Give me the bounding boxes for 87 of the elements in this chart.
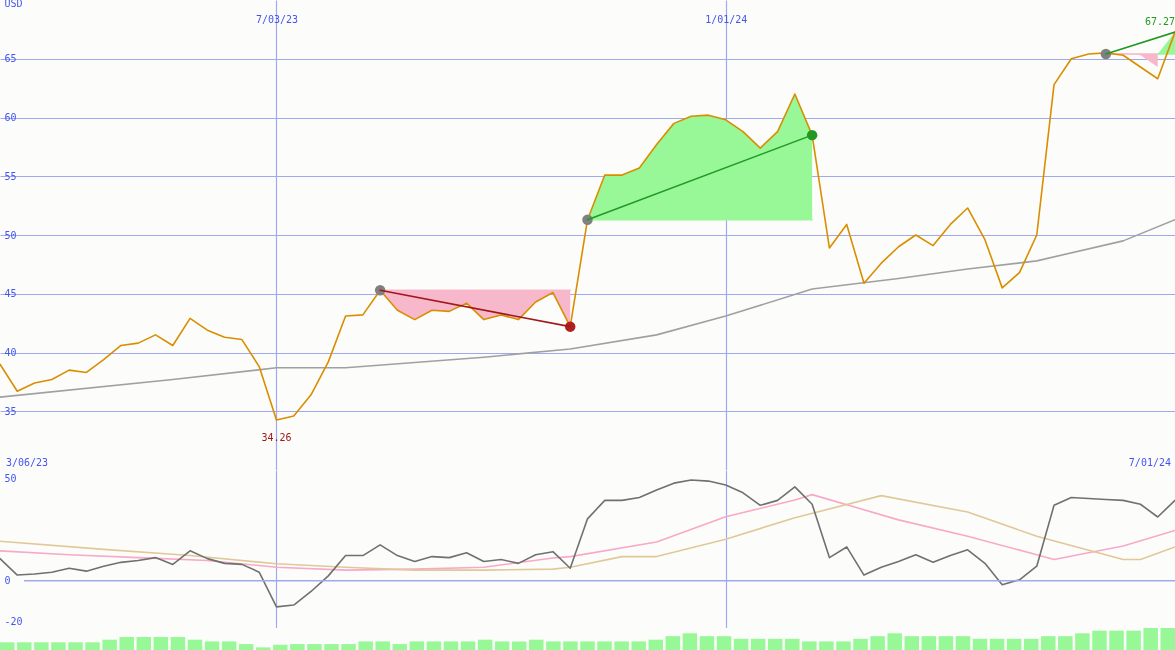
bar bbox=[494, 641, 510, 650]
bar bbox=[51, 642, 66, 650]
annotation: 7/01/24 bbox=[1128, 457, 1171, 468]
bar bbox=[921, 636, 937, 650]
bar bbox=[221, 641, 237, 650]
bar bbox=[1006, 638, 1022, 650]
bar bbox=[204, 641, 220, 650]
bar bbox=[1160, 628, 1175, 650]
bar bbox=[955, 636, 971, 650]
bar bbox=[750, 638, 766, 650]
bar bbox=[409, 641, 425, 650]
bar bbox=[785, 638, 800, 650]
bar bbox=[1075, 633, 1090, 650]
bar bbox=[580, 641, 595, 650]
x-tick-label: 1/01/24 bbox=[705, 13, 748, 25]
bar bbox=[819, 641, 834, 650]
bar bbox=[1092, 630, 1107, 650]
y-tick-label: 40 bbox=[4, 347, 17, 358]
bar bbox=[273, 644, 288, 650]
bar bbox=[290, 644, 305, 650]
bar bbox=[802, 641, 817, 650]
y-tick-label: -20 bbox=[4, 616, 23, 628]
bar bbox=[17, 642, 32, 650]
bar bbox=[1041, 636, 1056, 650]
bar bbox=[733, 638, 749, 650]
bar bbox=[972, 638, 988, 650]
bar bbox=[682, 633, 698, 650]
bar bbox=[529, 639, 544, 650]
bar bbox=[358, 641, 373, 650]
bar bbox=[546, 641, 561, 650]
bar bbox=[307, 644, 322, 650]
bar bbox=[68, 642, 83, 650]
bar bbox=[443, 641, 459, 650]
annotation: 34.26 bbox=[261, 431, 292, 443]
bar bbox=[665, 636, 681, 650]
bar bbox=[938, 636, 954, 650]
x-tick-label: 7/03/23 bbox=[255, 13, 299, 25]
bar bbox=[102, 639, 117, 650]
bar bbox=[0, 642, 15, 650]
bar bbox=[477, 639, 493, 650]
bar bbox=[563, 641, 578, 650]
bar bbox=[904, 636, 920, 650]
bar bbox=[648, 639, 664, 650]
y-tick-label: 35 bbox=[4, 405, 17, 417]
bar bbox=[716, 636, 732, 650]
y-tick-label: 45 bbox=[4, 288, 17, 300]
bar bbox=[1143, 628, 1158, 650]
bar bbox=[989, 638, 1005, 650]
y-tick-label: 50 bbox=[4, 472, 17, 484]
bar bbox=[614, 641, 629, 650]
annotation: 67.27 bbox=[1144, 16, 1175, 28]
bar bbox=[1023, 638, 1039, 650]
bar bbox=[341, 644, 356, 650]
bar bbox=[1058, 636, 1073, 650]
bar bbox=[324, 644, 339, 650]
y-tick-label: 55 bbox=[4, 170, 17, 182]
bar bbox=[34, 642, 49, 650]
bar bbox=[153, 637, 169, 650]
bar bbox=[119, 637, 134, 650]
bar bbox=[85, 642, 100, 650]
bar bbox=[187, 639, 203, 650]
line-series bbox=[0, 31, 1175, 421]
bar bbox=[597, 641, 612, 650]
bar bbox=[255, 647, 271, 650]
bar bbox=[426, 641, 442, 650]
bar bbox=[511, 641, 527, 650]
bar bbox=[1109, 630, 1124, 650]
bar bbox=[699, 636, 715, 650]
bar bbox=[392, 644, 408, 650]
bar bbox=[136, 637, 152, 650]
bar bbox=[887, 633, 902, 650]
annotation: 3/06/23 bbox=[6, 457, 49, 468]
bar bbox=[836, 641, 851, 650]
bar bbox=[870, 636, 885, 650]
y-tick-label: 0 bbox=[4, 575, 11, 587]
y-tick-label: 65 bbox=[4, 53, 17, 65]
bar bbox=[238, 644, 254, 650]
line-series bbox=[0, 218, 1175, 398]
y-tick-label: 60 bbox=[4, 112, 17, 123]
bar bbox=[853, 638, 868, 650]
y-tick-label: 50 bbox=[4, 229, 17, 241]
bar bbox=[375, 641, 390, 650]
bar bbox=[767, 638, 783, 650]
bar bbox=[460, 641, 476, 650]
bar bbox=[1126, 630, 1141, 650]
bar bbox=[631, 641, 646, 650]
bar bbox=[170, 637, 186, 650]
